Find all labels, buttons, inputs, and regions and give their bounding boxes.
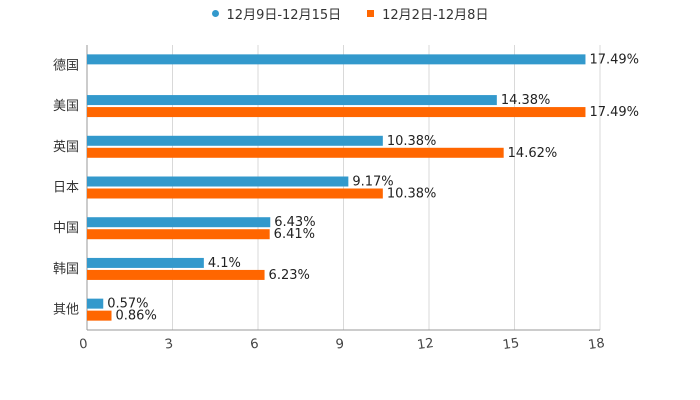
bar-series-2[interactable]	[87, 310, 112, 321]
category-label: 美国	[53, 99, 79, 114]
category-label: 韩国	[53, 262, 79, 277]
x-tick-label: 18	[587, 336, 605, 353]
data-label-series-2: 17.49%	[589, 105, 639, 120]
bar-series-1[interactable]	[87, 217, 271, 228]
data-label-series-2: 6.41%	[274, 227, 315, 242]
x-tick-label: 3	[164, 337, 174, 353]
bar-series-1[interactable]	[87, 176, 349, 187]
data-label-series-1: 6.43%	[274, 215, 315, 230]
data-label-series-2: 6.23%	[269, 268, 310, 283]
x-tick-label: 15	[502, 336, 520, 353]
legend-item-series-2[interactable]: 12月2日-12月8日	[367, 4, 488, 23]
bar-series-1[interactable]	[87, 95, 497, 106]
data-label-series-2: 10.38%	[387, 187, 437, 202]
category-label: 德国	[53, 58, 79, 73]
legend-label-series-2: 12月2日-12月8日	[382, 8, 489, 23]
bar-series-1[interactable]	[87, 135, 383, 146]
legend-marker-series-1	[211, 10, 219, 17]
category-label: 英国	[53, 140, 79, 155]
bar-series-1[interactable]	[87, 257, 204, 268]
x-tick-label: 6	[249, 337, 259, 353]
legend-marker-series-2	[367, 10, 375, 17]
data-label-series-1: 9.17%	[352, 175, 393, 190]
bar-series-2[interactable]	[87, 107, 586, 118]
bar-series-1[interactable]	[87, 298, 104, 309]
bar-series-2[interactable]	[87, 188, 383, 199]
category-label: 日本	[53, 181, 79, 196]
data-label-series-1: 0.57%	[107, 297, 148, 312]
bar-series-2[interactable]	[87, 269, 265, 280]
x-tick-label: 9	[335, 337, 345, 353]
legend-label-series-1: 12月9日-12月15日	[226, 8, 342, 23]
data-label-series-2: 0.86%	[116, 309, 157, 324]
data-label-series-2: 14.62%	[508, 146, 558, 161]
data-label-series-1: 4.1%	[208, 256, 241, 271]
data-label-series-1: 14.38%	[501, 93, 551, 108]
legend-item-series-1[interactable]: 12月9日-12月15日	[211, 4, 342, 23]
x-tick-label: 12	[416, 336, 434, 353]
bar-series-2[interactable]	[87, 229, 270, 240]
category-label: 中国	[53, 221, 79, 236]
x-tick-label: 0	[78, 337, 88, 353]
bar-series-1[interactable]	[87, 54, 586, 65]
bar-series-2[interactable]	[87, 147, 504, 158]
category-label: 其他	[53, 303, 79, 318]
chart-legend: 12月9日-12月15日 12月2日-12月8日	[0, 4, 700, 23]
data-label-series-1: 10.38%	[387, 134, 437, 149]
data-label-series-1: 17.49%	[589, 52, 639, 67]
